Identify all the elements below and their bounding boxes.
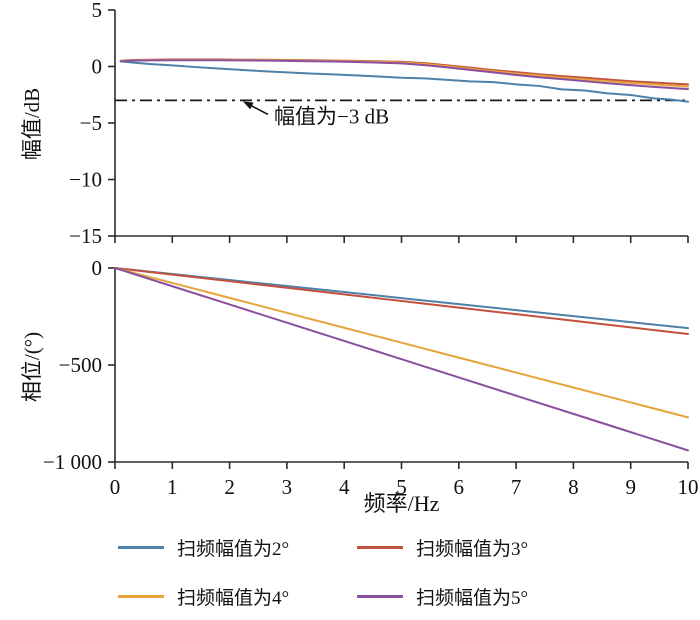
y-tick-label: −15 (69, 224, 102, 248)
legend-line-2deg (118, 546, 164, 549)
legend-label-4deg: 扫频幅值为4° (177, 588, 290, 609)
x-tick-label: 0 (110, 475, 121, 499)
x-tick-label: 3 (282, 475, 293, 499)
legend-label-5deg: 扫频幅值为5° (416, 588, 529, 609)
legend-label-3deg: 扫频幅值为3° (416, 539, 529, 560)
x-tick-label: 7 (511, 475, 522, 499)
annotation-arrowhead (243, 101, 254, 110)
x-tick-label: 1 (167, 475, 178, 499)
legend-item-3deg: 扫频幅值为3° (357, 534, 582, 561)
y-tick-label: 5 (92, 0, 103, 22)
y-tick-label: 0 (92, 256, 103, 280)
phase-series-3deg (114, 267, 689, 335)
y-tick-label: −1 000 (43, 450, 102, 474)
legend-item-4deg: 扫频幅值为4° (118, 583, 343, 610)
legend: 扫频幅值为2° 扫频幅值为3° 扫频幅值为4° 扫频幅值为5° (0, 534, 700, 610)
amplitude-series-5deg (119, 59, 689, 91)
frequency-axis-label: 频率/Hz (363, 491, 440, 516)
y-tick-label: −5 (80, 111, 102, 135)
legend-line-5deg (357, 595, 403, 598)
y-tick-label: −500 (59, 353, 102, 377)
legend-item-2deg: 扫频幅值为2° (118, 534, 343, 561)
y-tick-label: −10 (69, 168, 102, 192)
phase-series-5deg (114, 267, 689, 452)
legend-label-2deg: 扫频幅值为2° (177, 539, 290, 560)
legend-item-5deg: 扫频幅值为5° (357, 583, 582, 610)
x-tick-label: 10 (678, 475, 699, 499)
phase-series-4deg (114, 267, 689, 419)
bode-plot-canvas: 5 0 −5 −10 −15 幅值为−3 dB 0 −500 −1 000 0 1 2 3 4 5 6 7 8 9 1… (43, 0, 699, 499)
x-tick-label: 9 (625, 475, 636, 499)
legend-line-3deg (357, 546, 403, 549)
amplitude-series-2deg (119, 60, 689, 103)
annotation-minus3db: 幅值为−3 dB (274, 104, 389, 128)
legend-line-4deg (118, 595, 164, 598)
amplitude-axis-label: 幅值/dB (20, 87, 44, 161)
x-tick-label: 4 (339, 475, 350, 499)
x-tick-label: 8 (568, 475, 579, 499)
x-tick-label: 5 (396, 475, 407, 499)
y-tick-label: 0 (92, 55, 103, 79)
x-tick-label: 6 (454, 475, 465, 499)
x-tick-label: 2 (224, 475, 235, 499)
phase-axis-label: 相位/(°) (20, 331, 44, 403)
